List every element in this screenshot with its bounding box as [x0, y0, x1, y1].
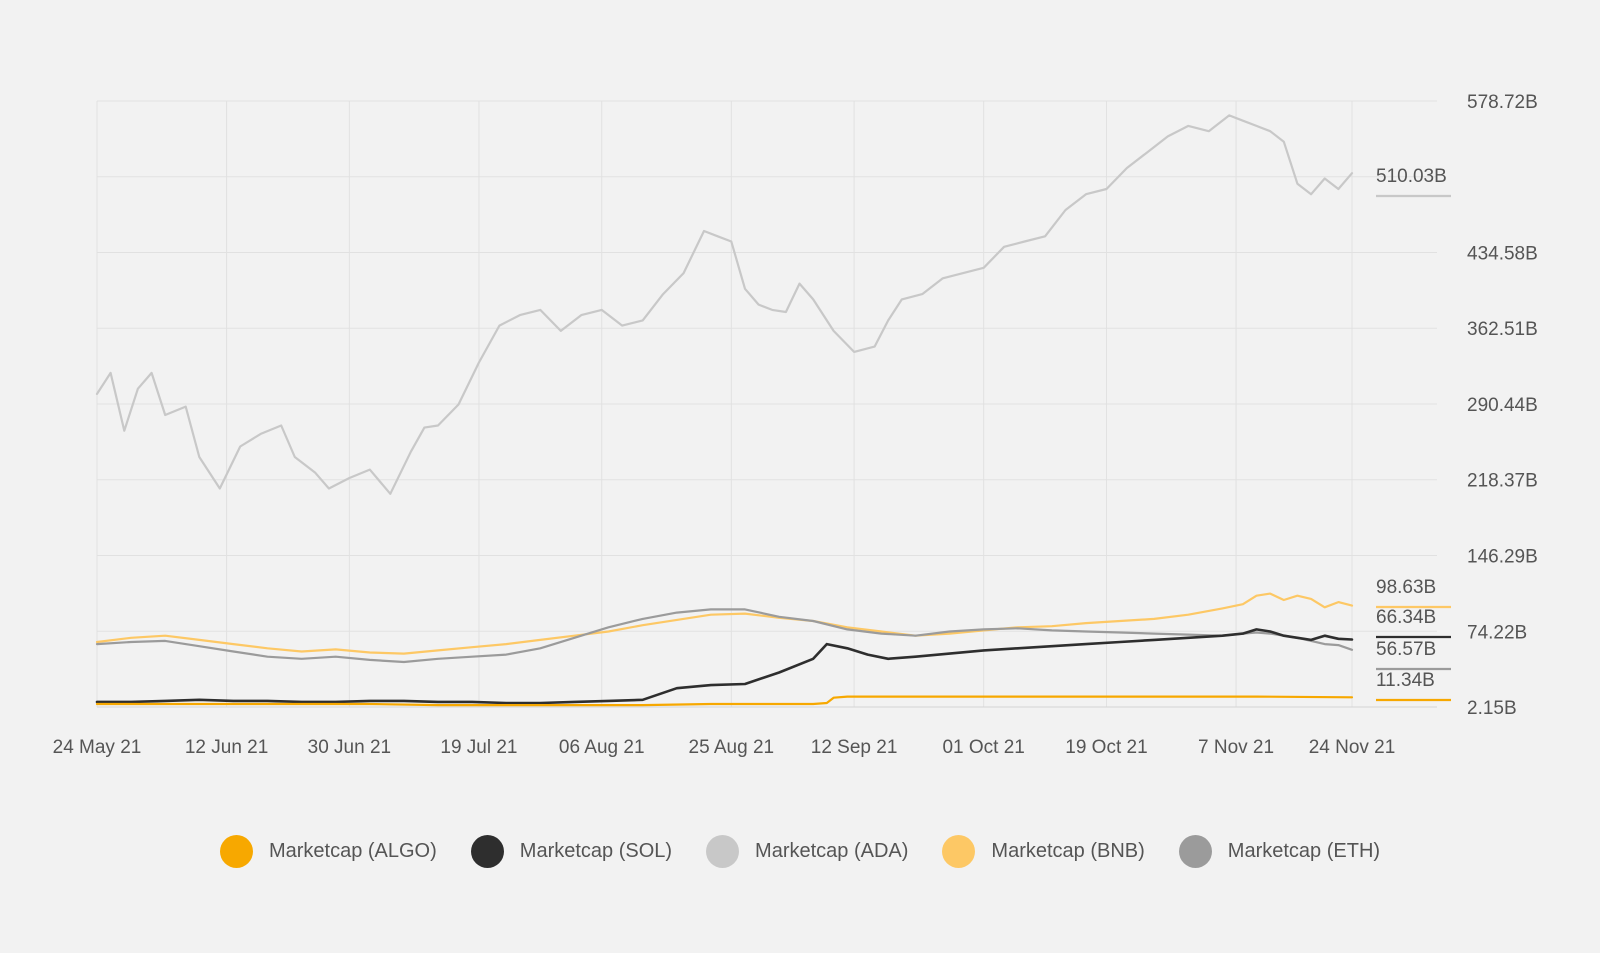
x-tick-label: 30 Jun 21 — [308, 737, 391, 758]
x-axis: 24 May 21 12 Jun 21 30 Jun 21 19 Jul 21 06 A… — [53, 737, 1396, 758]
series-lines — [95, 114, 1354, 707]
grid — [96, 100, 1437, 708]
y-tick-label: 578.72B — [1467, 92, 1538, 113]
x-tick-label: 24 Nov 21 — [1309, 737, 1396, 758]
legend-label: Marketcap (ADA) — [755, 839, 909, 862]
series-end-label: 66.34B — [1376, 607, 1436, 628]
series-end-label: 56.57B — [1376, 639, 1436, 660]
x-tick-label: 24 May 21 — [53, 737, 142, 758]
x-tick-label: 25 Aug 21 — [689, 737, 775, 758]
legend-label: Marketcap (ETH) — [1227, 839, 1381, 862]
series-end-label: 510.03B — [1376, 166, 1447, 187]
y-axis: 578.72B 434.58B 362.51B 290.44B 218.37B 146.2… — [1467, 92, 1538, 719]
series-line-marketcap--sol- — [95, 628, 1354, 705]
y-tick-label: 74.22B — [1467, 622, 1527, 643]
x-tick-label: 01 Oct 21 — [942, 737, 1024, 758]
legend-label: Marketcap (SOL) — [519, 839, 673, 862]
legend-swatch — [706, 834, 740, 868]
legend-swatch — [1178, 834, 1212, 868]
x-tick-label: 06 Aug 21 — [559, 737, 645, 758]
x-tick-label: 12 Jun 21 — [185, 737, 268, 758]
y-tick-label: 218.37B — [1467, 471, 1538, 492]
legend-item[interactable]: Marketcap (ALGO) — [219, 834, 437, 868]
series-line-marketcap--bnb- — [95, 592, 1354, 655]
x-tick-label: 12 Sep 21 — [811, 737, 898, 758]
series-end-label: 98.63B — [1376, 577, 1436, 598]
y-tick-label: 290.44B — [1467, 395, 1538, 416]
x-tick-label: 19 Oct 21 — [1065, 737, 1147, 758]
legend-item[interactable]: Marketcap (SOL) — [470, 834, 673, 868]
legend-swatch — [470, 834, 504, 868]
legend-item[interactable]: Marketcap (ADA) — [706, 834, 909, 868]
legend-label: Marketcap (ALGO) — [268, 839, 437, 862]
legend-swatch — [219, 834, 253, 868]
y-tick-label: 146.29B — [1467, 547, 1538, 568]
y-tick-label: 434.58B — [1467, 243, 1538, 264]
x-tick-label: 19 Jul 21 — [440, 737, 517, 758]
y-tick-label: 2.15B — [1467, 698, 1517, 719]
x-tick-label: 7 Nov 21 — [1198, 737, 1274, 758]
y-tick-label: 362.51B — [1467, 319, 1538, 340]
legend-label: Marketcap (BNB) — [991, 839, 1145, 862]
legend-item[interactable]: Marketcap (ETH) — [1178, 834, 1381, 868]
legend-item[interactable]: Marketcap (BNB) — [942, 834, 1145, 868]
series-line-marketcap--eth- — [95, 114, 1354, 495]
legend: Marketcap (ALGO) Marketcap (SOL) Marketcap… — [0, 826, 1600, 876]
series-end-labels: 510.03B 98.63B 56.57B 66.34B 11.34B — [1376, 166, 1451, 702]
legend-swatch — [942, 834, 976, 868]
series-line-marketcap--ada- — [95, 608, 1354, 664]
series-end-label: 11.34B — [1376, 670, 1435, 691]
series-line-marketcap--algo- — [95, 695, 1354, 707]
